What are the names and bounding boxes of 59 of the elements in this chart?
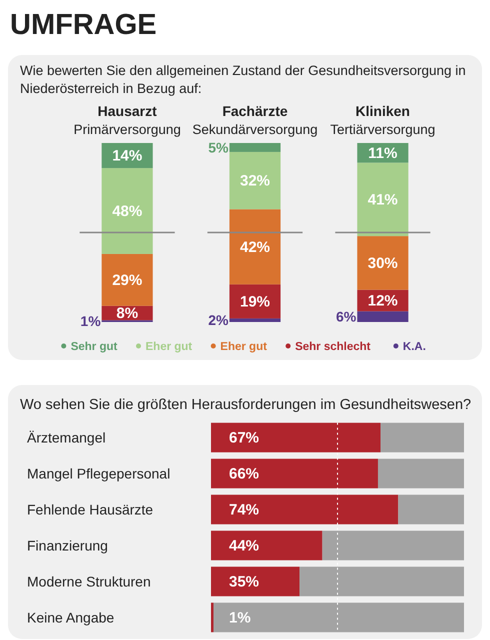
bar xyxy=(211,530,322,560)
data-label: 74% xyxy=(229,502,260,519)
bar xyxy=(322,530,464,560)
data-label: 8% xyxy=(116,305,138,322)
y-tick-label: Ärztemangel xyxy=(27,430,106,446)
bar xyxy=(357,311,408,322)
chart-subtitle: Wie bewerten Sie den allgemeinen Zustand der Gesundheitsversorgung in Niederösterreich in Bezug auf: xyxy=(20,63,466,96)
data-label: 66% xyxy=(229,466,260,483)
legend-label: Eher gut xyxy=(146,341,192,353)
bar xyxy=(380,422,464,452)
legend-label: K.A. xyxy=(402,341,426,353)
y-tick-label: Keine Angabe xyxy=(27,609,114,626)
x-tick-label: Fachärzte Sekundärversorgung xyxy=(192,103,318,137)
bar xyxy=(398,494,464,524)
bar xyxy=(229,209,281,284)
x-tick-label: Kliniken Tertiärversorgung xyxy=(330,103,436,137)
legend-label: Eher gut xyxy=(220,341,268,353)
bar xyxy=(214,602,464,632)
bar xyxy=(102,254,153,306)
bar xyxy=(229,318,281,322)
data-label: 32% xyxy=(240,172,270,190)
bar xyxy=(300,566,464,596)
bar xyxy=(357,236,408,290)
data-label: 35% xyxy=(229,573,260,590)
bar xyxy=(378,458,464,488)
data-label: 48% xyxy=(112,203,142,220)
data-label: 12% xyxy=(368,292,398,310)
bar xyxy=(102,168,153,254)
data-label: 1% xyxy=(80,313,102,330)
legend-label: Sehr gut xyxy=(70,341,118,353)
data-label: 29% xyxy=(112,272,142,289)
data-label: 41% xyxy=(368,191,398,208)
bar xyxy=(211,602,214,632)
y-tick-label: Moderne Strukturen xyxy=(27,573,151,590)
data-label: 19% xyxy=(240,293,270,310)
bar xyxy=(229,143,281,152)
x-tick-label: Hausarzt Primärversorgung xyxy=(74,103,181,137)
bar xyxy=(211,566,300,596)
chart-title: UMFRAGE xyxy=(10,9,157,41)
legend-label: Sehr schlecht xyxy=(295,341,371,353)
chart-title: Wo sehen Sie die größten Herausforderungen im Gesundheitswesen? xyxy=(20,397,472,413)
data-label: 2% xyxy=(208,312,229,328)
y-tick-label: Fehlende Hausärzte xyxy=(27,502,154,518)
data-label: 11% xyxy=(368,144,398,162)
data-label: 44% xyxy=(229,537,260,554)
bar xyxy=(211,458,378,488)
data-label: 42% xyxy=(240,238,270,256)
bar xyxy=(229,152,281,210)
data-label: 6% xyxy=(336,308,357,325)
data-label: 14% xyxy=(112,148,142,165)
bar xyxy=(211,494,398,524)
data-label: 1% xyxy=(229,609,251,626)
bar xyxy=(357,162,408,236)
y-tick-label: Finanzierung xyxy=(27,537,108,554)
bar xyxy=(211,422,381,452)
data-label: 30% xyxy=(368,254,398,272)
y-tick-label: Mangel Pflegepersonal xyxy=(27,466,170,482)
data-label: 5% xyxy=(208,139,229,156)
data-label: 67% xyxy=(229,430,260,447)
